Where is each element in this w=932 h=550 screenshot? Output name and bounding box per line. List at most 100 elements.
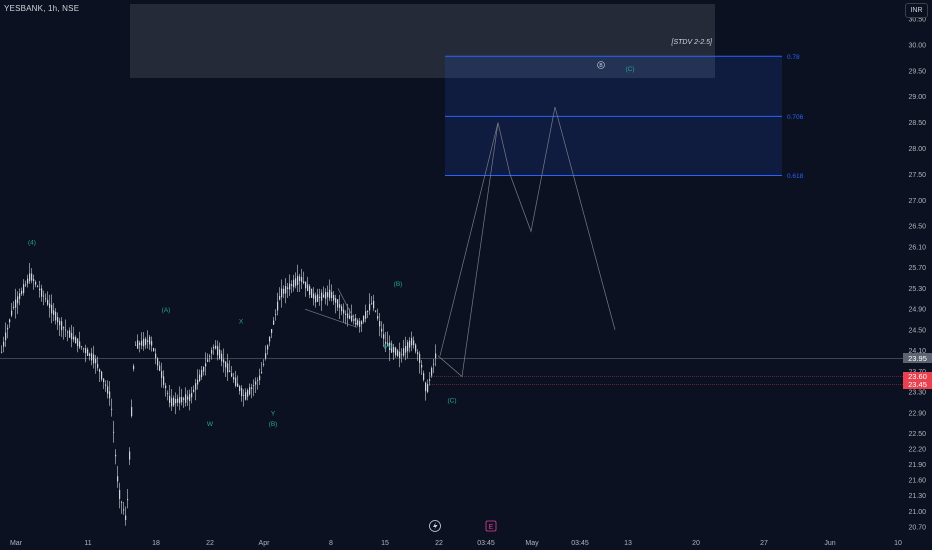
time-tick-label: 15: [381, 540, 389, 547]
candle-body: [59, 320, 61, 326]
candle-body: [419, 353, 421, 363]
candle-body: [333, 295, 335, 301]
candle-body: [209, 355, 211, 357]
candle-body: [339, 304, 341, 308]
time-tick-label: 11: [84, 540, 91, 547]
candle-body: [417, 352, 419, 355]
candle-body: [303, 281, 305, 284]
candle-body: [265, 353, 267, 359]
price-tick-label: 25.30: [908, 286, 926, 293]
candle-body: [207, 359, 209, 362]
lightning-glyph: [433, 522, 438, 530]
candle-body: [307, 284, 309, 292]
candle-body: [313, 293, 315, 299]
candle-body: [227, 363, 229, 373]
earnings-badge-label: E: [489, 524, 494, 531]
wave-label: (4): [28, 239, 36, 246]
candle-body: [375, 310, 377, 312]
candle-body: [233, 377, 235, 380]
candle-body: [143, 338, 145, 347]
candle-body: [299, 276, 301, 282]
price-tick-label: 29.00: [908, 94, 926, 101]
candle-body: [253, 385, 255, 387]
currency-button[interactable]: INR: [905, 3, 928, 18]
candle-body: [385, 341, 387, 344]
candle-body: [87, 349, 89, 356]
price-tick-label: 28.50: [908, 120, 926, 127]
candle-body: [3, 341, 5, 347]
wave-projection: [304, 106, 616, 378]
symbol-title[interactable]: YESBANK, 1h, NSE: [4, 4, 80, 13]
candle-body: [199, 374, 201, 382]
candle-body: [263, 364, 265, 365]
candle-body: [85, 348, 87, 354]
candle-body: [245, 392, 247, 400]
candle-body: [131, 407, 133, 416]
candle-body: [115, 454, 117, 457]
lightning-icon: [429, 520, 441, 532]
candle-body: [217, 346, 219, 356]
candle-body: [429, 379, 431, 381]
wave-label: W: [207, 421, 214, 428]
candle-body: [45, 298, 47, 300]
candle-body: [365, 311, 367, 319]
candle-body: [269, 336, 271, 342]
candle-body: [413, 340, 415, 346]
price-tick-label: 26.50: [908, 224, 926, 231]
candle-body: [379, 321, 381, 327]
candle-body: [77, 338, 79, 347]
candle-body: [169, 395, 171, 403]
wave-labels: (4) (A) X W Y (B) (B) (A) (C) (C) B: [28, 61, 635, 428]
price-tick-label: 22.50: [908, 431, 926, 438]
candle-body: [355, 318, 357, 325]
price-tick-label: 24.50: [908, 327, 926, 334]
candle-body: [15, 299, 17, 308]
candle-body: [361, 321, 363, 325]
candle-body: [423, 373, 425, 380]
candle-body: [13, 306, 15, 308]
candle-body: [421, 364, 423, 368]
candle-body: [195, 383, 197, 390]
wave-label: (A): [162, 307, 171, 314]
candle-body: [153, 348, 155, 352]
candle-body: [389, 342, 391, 350]
candle-body: [205, 363, 207, 367]
candle-body: [23, 284, 25, 293]
candle-body: [325, 291, 327, 299]
candle-body: [197, 379, 199, 385]
projection-path: [437, 106, 616, 378]
candle-body: [67, 331, 69, 333]
price-tick-label: 29.50: [908, 68, 926, 75]
candle-body: [243, 395, 245, 397]
candle-body: [133, 365, 135, 370]
price-tick-label: 21.00: [908, 509, 926, 516]
candle-body: [75, 337, 77, 344]
candle-body: [57, 316, 59, 323]
bid-price-tag: 23.60: [903, 371, 932, 382]
candle-body: [337, 299, 339, 308]
candle-body: [123, 509, 125, 511]
candle-body: [287, 287, 289, 289]
time-tick-label: Mar: [10, 540, 23, 547]
candle-body: [119, 489, 121, 499]
candle-body: [357, 320, 359, 325]
candle-body: [163, 376, 165, 385]
time-tick-label: 10: [894, 540, 902, 547]
candle-body: [321, 292, 323, 301]
candle-body: [129, 451, 131, 460]
candle-body: [61, 321, 63, 331]
earnings-badge: [485, 520, 497, 532]
candle-body: [73, 336, 75, 340]
candle-body: [211, 350, 213, 354]
time-tick-label: 03:45: [571, 540, 589, 547]
candle-body: [111, 408, 113, 410]
candle-body: [89, 353, 91, 356]
candle-body: [149, 336, 151, 345]
candles: [1, 262, 437, 526]
candle-body: [27, 278, 29, 284]
candle-body: [81, 346, 83, 348]
candle-body: [141, 340, 143, 346]
candle-body: [315, 295, 317, 303]
candle-body: [107, 386, 109, 394]
